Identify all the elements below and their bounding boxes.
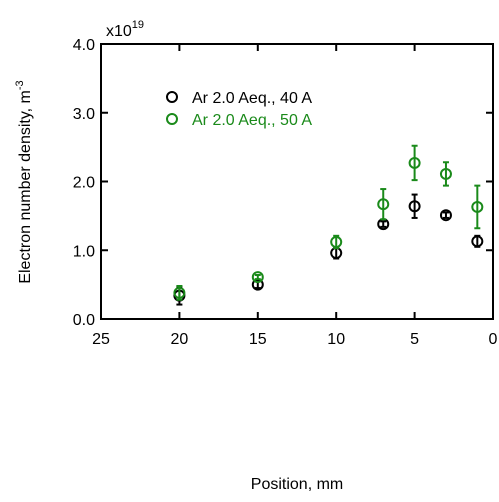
y-tick-label: 2.0 bbox=[73, 175, 95, 192]
x-tick-label: 0 bbox=[489, 331, 498, 348]
x-axis-label: Position, mm bbox=[251, 476, 343, 493]
x-tick-label: 25 bbox=[92, 331, 110, 348]
y-tick-label: 1.0 bbox=[73, 243, 95, 260]
x-tick-label: 10 bbox=[327, 331, 345, 348]
data-point bbox=[377, 198, 390, 211]
y-axis-label: Electron number density, m-3 bbox=[14, 80, 34, 283]
y-multiplier-exponent: 19 bbox=[132, 19, 144, 31]
data-point bbox=[173, 286, 186, 299]
x-tick-label: 20 bbox=[171, 331, 189, 348]
legend-label-series-2: Ar 2.0 Aeq., 50 A bbox=[192, 112, 312, 129]
data-point bbox=[439, 209, 452, 222]
y-multiplier-label: x1019 bbox=[106, 19, 144, 40]
y-tick-label: 4.0 bbox=[73, 37, 95, 54]
legend: Ar 2.0 Aeq., 40 A Ar 2.0 Aeq., 50 A bbox=[166, 90, 312, 129]
y-multiplier-base: x10 bbox=[106, 23, 132, 40]
data-point bbox=[251, 271, 264, 284]
data-point bbox=[439, 167, 452, 180]
data-point bbox=[408, 156, 421, 169]
axis-ticks bbox=[100, 43, 494, 320]
axis-tick-labels: 25 20 15 10 5 0 0.0 1.0 2.0 3.0 4.0 bbox=[73, 37, 498, 348]
series-layer bbox=[173, 144, 484, 306]
series-2 bbox=[173, 144, 484, 301]
legend-marker-series-2 bbox=[166, 113, 178, 125]
y-tick-label: 0.0 bbox=[73, 312, 95, 329]
x-tick-label: 5 bbox=[410, 331, 419, 348]
y-tick-label: 3.0 bbox=[73, 106, 95, 123]
data-point bbox=[471, 235, 484, 248]
x-tick-label: 15 bbox=[249, 331, 267, 348]
legend-label-series-1: Ar 2.0 Aeq., 40 A bbox=[192, 90, 312, 107]
legend-marker-series-1 bbox=[166, 91, 178, 103]
data-point bbox=[471, 200, 484, 213]
y-axis-label-superscript: -3 bbox=[14, 80, 26, 90]
data-point bbox=[330, 236, 343, 248]
series-1 bbox=[173, 193, 484, 306]
data-point bbox=[408, 200, 421, 213]
plot-frame bbox=[100, 43, 494, 320]
y-axis-label-text: Electron number density, m bbox=[17, 90, 34, 284]
